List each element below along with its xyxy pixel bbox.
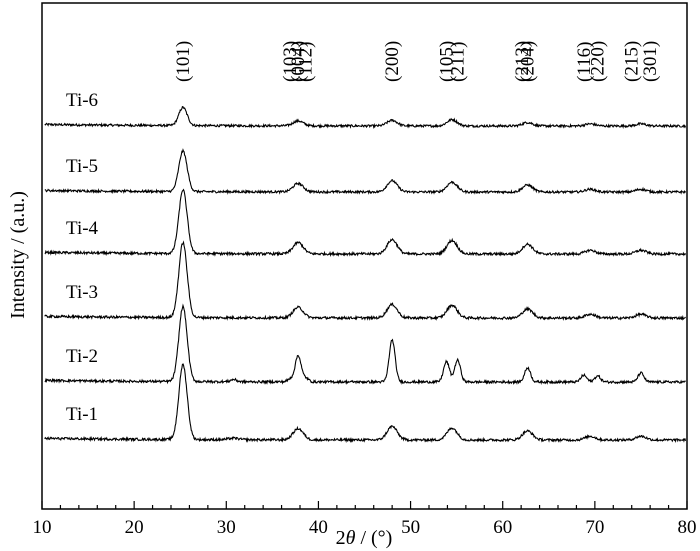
plot-frame — [41, 2, 688, 510]
series-line-ti-1 — [44, 363, 687, 444]
series-label-ti-4: Ti-4 — [66, 218, 99, 239]
peak-label: (112) — [296, 42, 317, 82]
y-axis-label: Intensity / (a.u.) — [7, 191, 29, 319]
x-tick-label: 80 — [678, 517, 697, 538]
x-tick-label: 30 — [217, 517, 236, 538]
series-label-ti-3: Ti-3 — [66, 282, 98, 303]
series-label-ti-1: Ti-1 — [66, 404, 98, 425]
x-tick-label: 70 — [585, 517, 604, 538]
series-line-ti-3 — [44, 240, 686, 321]
series-line-ti-6 — [44, 105, 687, 130]
series-line-ti-4 — [44, 188, 687, 257]
series-label-ti-6: Ti-6 — [66, 90, 98, 111]
peak-label: (101) — [173, 41, 194, 82]
peak-label: (204) — [518, 41, 539, 82]
peak-label: (116) — [574, 42, 595, 82]
peak-label: (211) — [448, 42, 469, 82]
peak-label: (213) — [512, 41, 533, 82]
peak-label: (103) — [280, 41, 301, 82]
x-ticks — [41, 501, 688, 509]
series-labels: Ti-6 Ti-5 Ti-4 Ti-3 Ti-2 Ti-1 — [66, 90, 99, 425]
x-tick-label: 40 — [309, 517, 328, 538]
series-line-ti-2 — [44, 303, 686, 386]
x-tick-label: 60 — [493, 517, 512, 538]
x-tick-label: 10 — [33, 517, 52, 538]
series-label-ti-2: Ti-2 — [66, 346, 98, 367]
peak-labels: (101) (103)(004)(112) (200) (105)(211) (213)… — [173, 41, 661, 82]
x-axis-label: 2θ / (°) — [336, 527, 393, 549]
peak-label: (215) — [622, 41, 643, 82]
peak-label: (301) — [640, 41, 661, 82]
peak-label: (004) — [288, 41, 309, 82]
x-tick-label: 50 — [401, 517, 420, 538]
peak-label: (200) — [382, 41, 403, 82]
x-tick-labels: 10 20 30 40 50 60 70 80 — [33, 517, 697, 538]
series-group — [44, 105, 687, 444]
x-tick-label: 20 — [125, 517, 144, 538]
series-line-ti-5 — [44, 148, 686, 196]
peak-label: (220) — [588, 41, 609, 82]
series-label-ti-5: Ti-5 — [66, 156, 98, 177]
peak-label: (105) — [437, 41, 458, 82]
